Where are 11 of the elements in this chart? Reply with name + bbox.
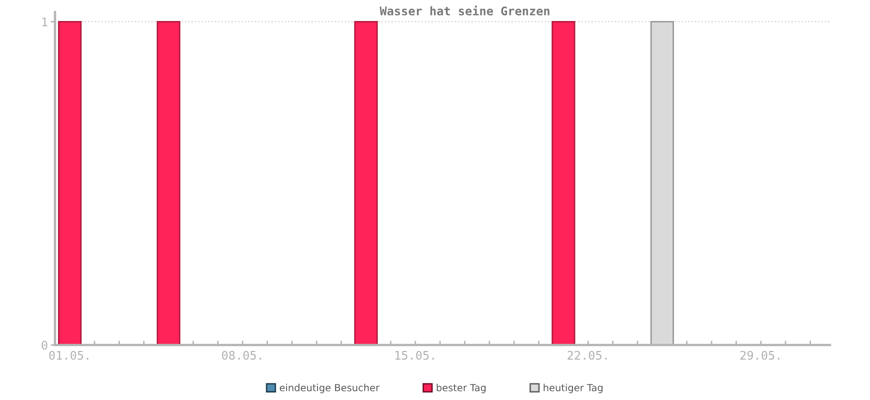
y-tick-label: 0	[42, 340, 48, 350]
legend-label: heutiger Tag	[544, 384, 603, 394]
y-tick-label: 1	[42, 18, 48, 26]
x-tick-label: 15.05.	[395, 350, 434, 360]
x-tick-label: 22.05.	[568, 350, 607, 360]
legend-label: eindeutige Besucher	[280, 384, 380, 394]
legend-label: bester Tag	[436, 384, 486, 394]
x-tick-label: 29.05.	[740, 350, 780, 360]
x-tick-label: 01.05.	[49, 350, 88, 360]
chart-title: Wasser hat seine Grenzen	[380, 6, 550, 16]
x-tick-label: 08.05.	[222, 350, 262, 360]
